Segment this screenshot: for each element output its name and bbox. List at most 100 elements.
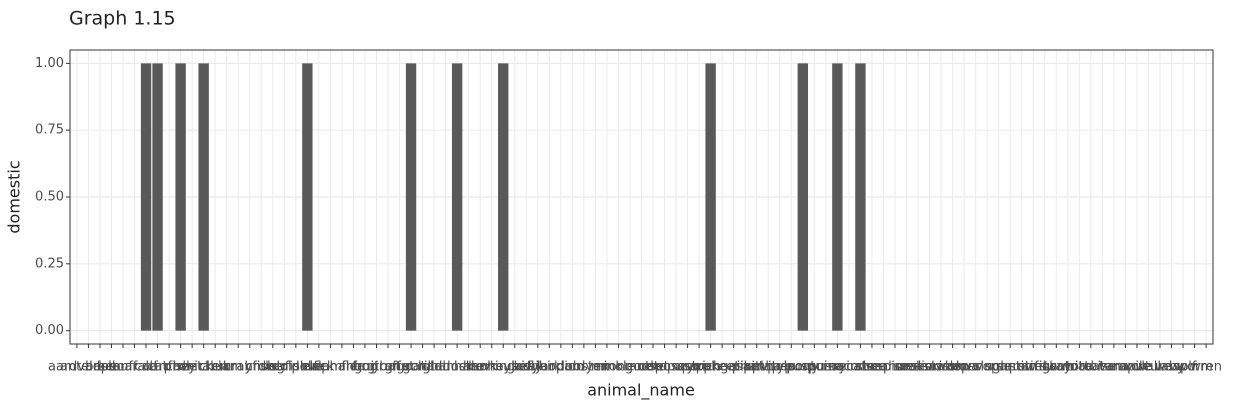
x-tick-label: raccoon (823, 360, 875, 375)
x-tick-label: catfish (147, 360, 190, 375)
x-tick-label: bear (97, 360, 127, 375)
x-tick-label: sparrow (984, 360, 1036, 375)
x-tick-label: haddock (418, 360, 474, 375)
x-tick-label: frog (352, 360, 378, 375)
bar (302, 63, 313, 331)
bar (498, 63, 509, 331)
x-tick-label: termite (1044, 360, 1092, 375)
x-tick-label: lobster (561, 360, 607, 375)
x-tick-label: tuna (1099, 360, 1129, 375)
x-tick-label: aardvark (48, 360, 106, 375)
x-tick-label: crab (224, 360, 253, 375)
x-tick-label: wasp (1155, 360, 1189, 375)
x-tick-label: ostrich (677, 360, 721, 375)
x-tick-label: dolphin (272, 360, 320, 375)
x-tick-label: leopard (536, 360, 585, 375)
x-tick-label: rhea (857, 360, 886, 375)
x-tick-label: carp (143, 360, 172, 375)
y-tick-label: 1.00 (35, 56, 64, 71)
bar (797, 63, 808, 331)
x-tick-label: pony (787, 360, 819, 375)
x-tick-label: vole (1123, 360, 1150, 375)
bar (451, 63, 463, 331)
bar (855, 63, 866, 331)
x-axis-title: animal_name (587, 381, 695, 401)
bar (152, 63, 163, 331)
x-tick-label: stingray (1018, 360, 1071, 375)
x-tick-label: vulture (1125, 360, 1171, 375)
x-tick-label: polecat (767, 360, 815, 375)
x-tick-label: chicken (179, 360, 228, 375)
x-tick-label: ladybird (511, 360, 564, 375)
x-tick-label: seawasp (913, 360, 969, 375)
x-tick-label: deer (258, 360, 288, 375)
x-tick-label: pike (732, 360, 759, 375)
x-tick-label: vampire (1099, 360, 1152, 375)
x-tick-label: dove (291, 360, 323, 375)
x-tick-label: opossum (647, 360, 706, 375)
x-tick-label: flamingo (313, 360, 370, 375)
bar (198, 63, 209, 331)
x-tick-label: gull (422, 360, 446, 375)
bar (405, 63, 417, 331)
bar (705, 63, 716, 331)
y-tick-label: 0.25 (35, 256, 64, 271)
x-tick-label: clam (211, 360, 242, 375)
bar (175, 63, 186, 331)
x-tick-label: worm (1176, 360, 1212, 375)
x-tick-label: bass (85, 360, 115, 375)
x-tick-label: newt (637, 360, 669, 375)
x-tick-label: wren (1190, 360, 1222, 375)
x-tick-label: kiwi (514, 360, 539, 375)
x-tick-label: gorilla (402, 360, 442, 375)
x-tick-label: skua (949, 360, 979, 375)
x-tick-label: piranha (732, 360, 782, 375)
x-tick-label: duck (303, 360, 335, 375)
x-tick-label: toad (1065, 360, 1094, 375)
x-tick-label: hawk (463, 360, 498, 375)
x-tick-label: cheetah (166, 360, 219, 375)
x-tick-label: giraffe (367, 360, 409, 375)
x-tick-label: herring (468, 360, 515, 375)
x-tick-label: dogfish (260, 360, 308, 375)
x-tick-label: scorpion (856, 360, 911, 375)
x-tick-label: sole (986, 360, 1012, 375)
x-tick-label: calf (134, 360, 158, 375)
x-tick-label: mole (602, 360, 634, 375)
x-tick-label: moth (625, 360, 659, 375)
x-tick-label: reindeer (833, 360, 888, 375)
x-tick-label: wallaby (1135, 360, 1185, 375)
x-tick-label: puma (807, 360, 844, 375)
x-tick-label: parakeet (682, 360, 740, 375)
x-tick-label: starfish (1009, 360, 1057, 375)
x-tick-label: elephant (302, 360, 359, 375)
x-tick-label: tortoise (1066, 360, 1116, 375)
x-tick-label: fruitbat (352, 360, 400, 375)
x-tick-label: hare (454, 360, 483, 375)
x-tick-label: cavy (165, 360, 196, 375)
x-tick-label: mink (591, 360, 624, 375)
x-tick-label: wolf (1170, 360, 1197, 375)
x-tick-label: swan (1039, 360, 1073, 375)
x-tick-label: crayfish (224, 360, 275, 375)
x-tick-label: seahorse (865, 360, 924, 375)
x-tick-label: boar (108, 360, 138, 375)
x-tick-label: penguin (696, 360, 749, 375)
x-tick-label: chub (199, 360, 231, 375)
x-tick-label: pheasant (703, 360, 764, 375)
x-tick-label: housefly (487, 360, 542, 375)
x-tick-label: tuatara (1079, 360, 1127, 375)
x-tick-label: platypus (752, 360, 808, 375)
x-tick-label: oryx (673, 360, 702, 375)
bar (832, 63, 843, 331)
x-tick-label: lynx (582, 360, 610, 375)
x-tick-label: squirrel (997, 360, 1046, 375)
x-tick-label: honeybee (471, 360, 535, 375)
x-tick-label: seal (893, 360, 919, 375)
x-tick-label: lion (561, 360, 584, 375)
x-tick-label: buffalo (112, 360, 157, 375)
y-tick-label: 0.00 (35, 323, 64, 338)
x-tick-label: pussycat (808, 360, 866, 375)
x-tick-label: pitviper (743, 360, 794, 375)
